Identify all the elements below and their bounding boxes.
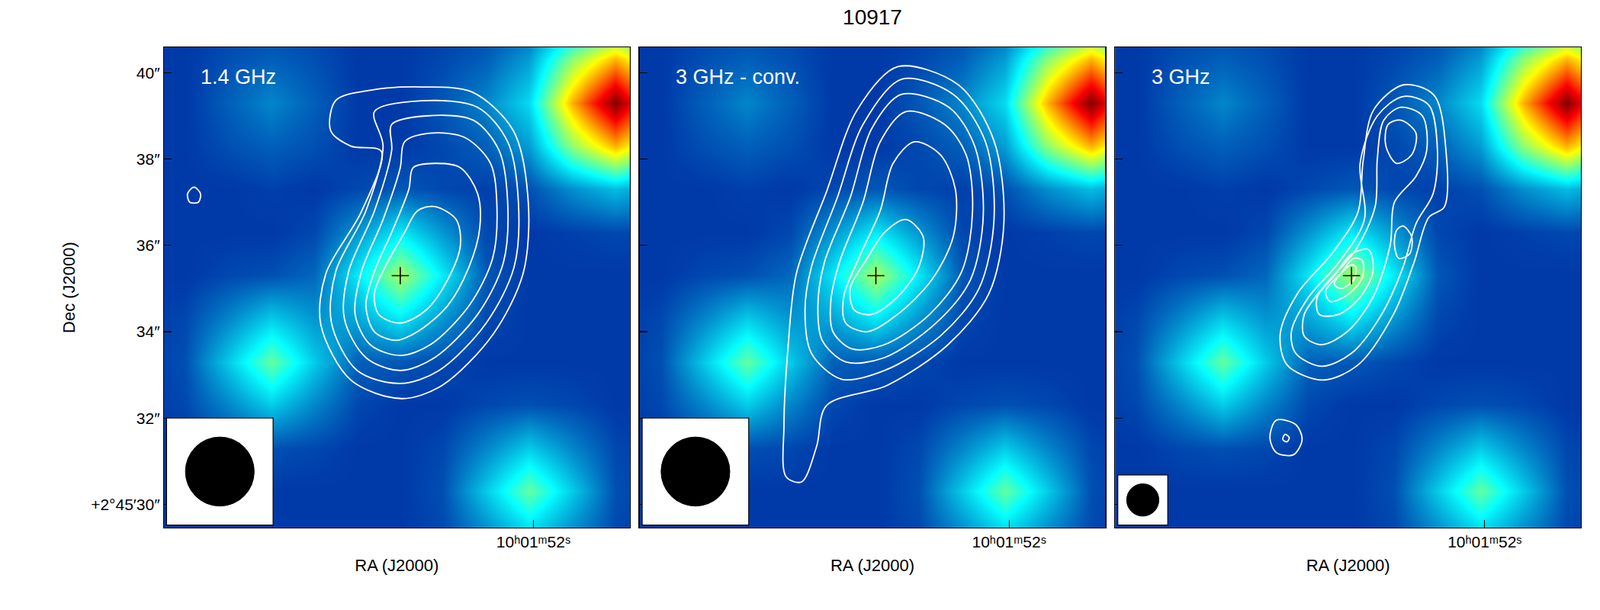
svg-text:+2°45′30″: +2°45′30″ bbox=[90, 495, 161, 514]
svg-text:10ʰ01ᵐ52ˢ: 10ʰ01ᵐ52ˢ bbox=[496, 533, 571, 551]
svg-text:36″: 36″ bbox=[136, 236, 161, 254]
svg-text:38″: 38″ bbox=[136, 150, 161, 168]
svg-text:34″: 34″ bbox=[136, 322, 161, 341]
svg-text:RA (J2000): RA (J2000) bbox=[830, 555, 915, 576]
svg-text:3 GHz: 3 GHz bbox=[1151, 65, 1211, 89]
svg-text:3 GHz - conv.: 3 GHz - conv. bbox=[675, 65, 800, 89]
svg-text:RA (J2000): RA (J2000) bbox=[1306, 555, 1391, 576]
svg-text:40″: 40″ bbox=[136, 64, 161, 82]
svg-text:1.4 GHz: 1.4 GHz bbox=[200, 65, 277, 89]
svg-text:10ʰ01ᵐ52ˢ: 10ʰ01ᵐ52ˢ bbox=[1447, 533, 1522, 551]
svg-text:Dec (J2000): Dec (J2000) bbox=[59, 241, 79, 334]
svg-text:32″: 32″ bbox=[136, 409, 161, 428]
svg-text:RA (J2000): RA (J2000) bbox=[354, 555, 439, 576]
svg-text:10ʰ01ᵐ52ˢ: 10ʰ01ᵐ52ˢ bbox=[971, 533, 1046, 551]
svg-text:10917: 10917 bbox=[842, 5, 903, 29]
